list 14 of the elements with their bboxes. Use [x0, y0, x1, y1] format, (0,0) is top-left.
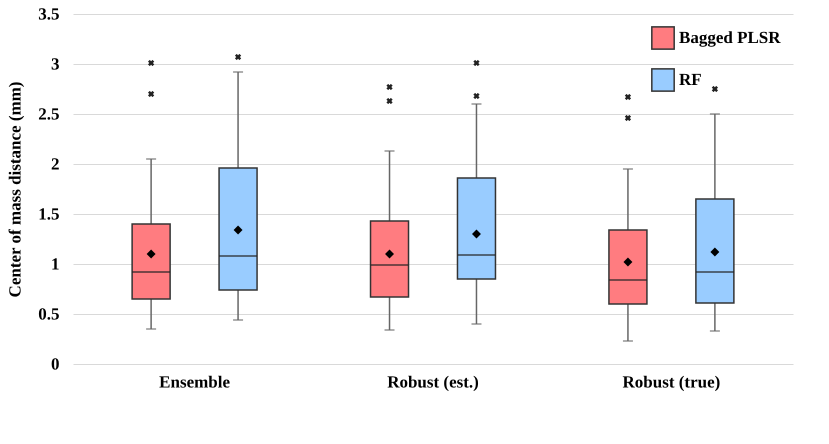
y-axis-title: Center of mass distance (mm)	[5, 82, 24, 298]
y-tick-label: 1	[51, 254, 60, 274]
y-tick-label: 3.5	[38, 4, 60, 24]
y-tick-label: 1.5	[38, 204, 60, 224]
legend-label: RF	[679, 70, 702, 89]
y-tick-label: 0.5	[38, 304, 60, 324]
y-tick-label: 3	[51, 54, 60, 74]
x-tick-label: Robust (true)	[622, 372, 720, 392]
legend-label: Bagged PLSR	[679, 28, 782, 47]
x-tick-label: Robust (est.)	[387, 372, 479, 392]
y-tick-label: 2	[51, 154, 60, 174]
x-tick-label: Ensemble	[159, 372, 230, 392]
y-tick-label: 2.5	[38, 104, 60, 124]
y-tick-label: 0	[51, 354, 60, 374]
